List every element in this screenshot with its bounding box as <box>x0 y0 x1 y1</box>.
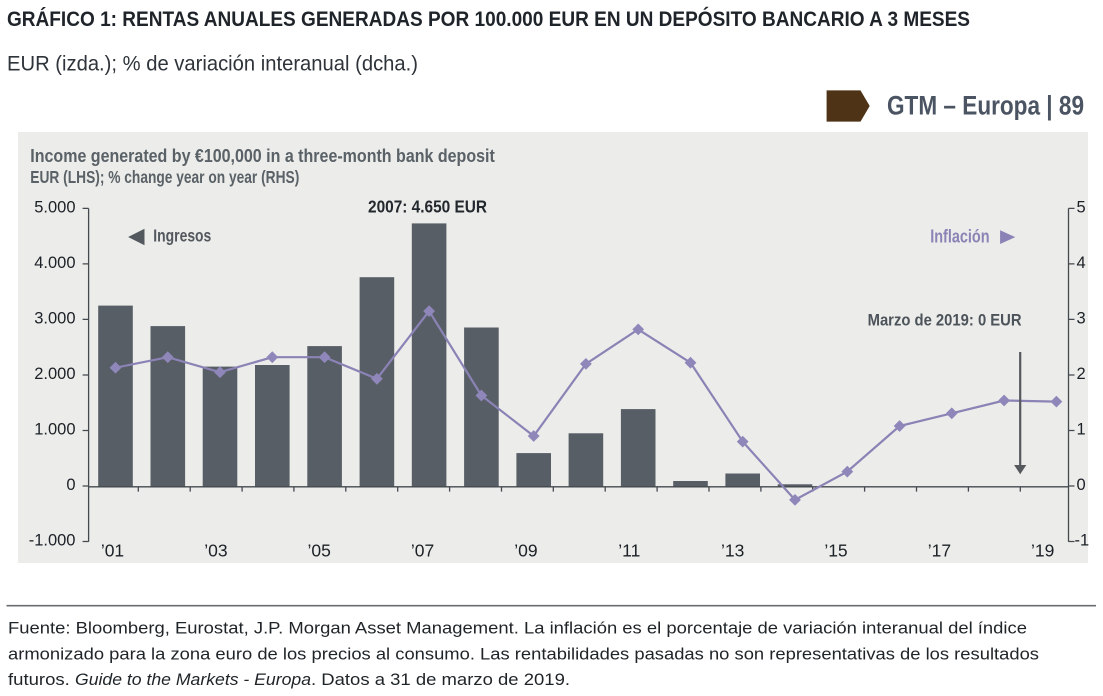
svg-text:-1: -1 <box>1075 531 1090 549</box>
svg-text:Fuente: Bloomberg, Eurostat, J: Fuente: Bloomberg, Eurostat, J.P. Morgan… <box>8 620 1027 638</box>
svg-text:5.000: 5.000 <box>34 198 75 216</box>
svg-text:’03: ’03 <box>204 541 227 561</box>
svg-text:EUR (LHS); % change year on ye: EUR (LHS); % change year on year (RHS) <box>30 167 299 187</box>
svg-text:EUR (izda.); % de variación in: EUR (izda.); % de variación interanual (… <box>7 53 418 76</box>
svg-text:0: 0 <box>66 476 75 494</box>
svg-text:Ingresos: Ingresos <box>153 226 211 246</box>
svg-text:Marzo de 2019: 0 EUR: Marzo de 2019: 0 EUR <box>868 312 1022 330</box>
svg-text:’05: ’05 <box>308 541 331 561</box>
svg-text:2.000: 2.000 <box>34 365 75 383</box>
svg-text:GTM – Europa | 89: GTM – Europa | 89 <box>887 91 1084 121</box>
svg-text:3.000: 3.000 <box>34 309 75 327</box>
svg-text:5: 5 <box>1077 198 1086 216</box>
svg-text:4.000: 4.000 <box>34 254 75 272</box>
svg-text:1: 1 <box>1077 420 1086 438</box>
svg-text:futuros. Guide to the Markets: futuros. Guide to the Markets - Europa. … <box>8 671 570 689</box>
svg-text:’15: ’15 <box>824 541 847 561</box>
svg-text:’07: ’07 <box>411 541 434 561</box>
svg-text:3: 3 <box>1077 309 1086 327</box>
svg-text:armonizado para la zona euro d: armonizado para la zona euro de los prec… <box>8 645 1039 663</box>
svg-text:’13: ’13 <box>721 541 744 561</box>
svg-text:’01: ’01 <box>101 541 124 561</box>
svg-text:4: 4 <box>1077 254 1086 272</box>
svg-text:-1.000: -1.000 <box>29 531 76 549</box>
svg-text:Income generated by €100,000 i: Income generated by €100,000 in a three-… <box>30 145 495 166</box>
svg-text:0: 0 <box>1077 476 1086 494</box>
svg-text:2: 2 <box>1077 365 1086 383</box>
svg-text:’11: ’11 <box>618 541 640 561</box>
svg-text:1.000: 1.000 <box>34 420 75 438</box>
svg-text:’17: ’17 <box>928 541 951 561</box>
svg-text:2007: 4.650 EUR: 2007: 4.650 EUR <box>368 197 488 217</box>
svg-text:’19: ’19 <box>1031 541 1054 561</box>
svg-text:’09: ’09 <box>514 541 537 561</box>
svg-text:Inflación: Inflación <box>930 227 989 247</box>
svg-text:GRÁFICO 1: RENTAS ANUALES GENE: GRÁFICO 1: RENTAS ANUALES GENERADAS POR … <box>7 7 970 31</box>
